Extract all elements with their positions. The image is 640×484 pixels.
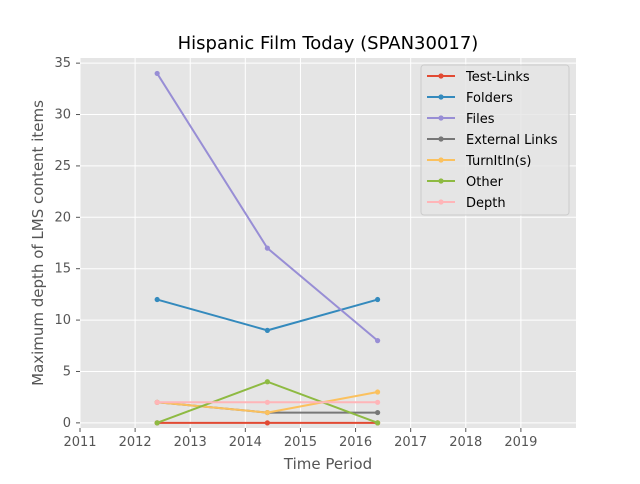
series-files bbox=[154, 70, 381, 344]
x-tick-label: 2012 bbox=[119, 435, 152, 450]
y-tick-label: 15 bbox=[54, 262, 71, 277]
legend-marker bbox=[438, 199, 444, 205]
y-tick-label: 20 bbox=[54, 210, 71, 225]
legend-marker bbox=[438, 157, 444, 163]
data-point-other bbox=[154, 420, 160, 426]
data-point-files bbox=[375, 338, 381, 344]
data-point-folders bbox=[154, 296, 160, 303]
legend-label: Depth bbox=[466, 196, 506, 211]
legend-marker bbox=[438, 178, 444, 184]
legend-label: Folders bbox=[466, 91, 513, 106]
legend-marker bbox=[438, 73, 444, 79]
data-point-depth bbox=[375, 399, 381, 405]
data-point-folders bbox=[264, 327, 270, 333]
x-tick-label: 2013 bbox=[174, 435, 207, 450]
y-tick-label: 30 bbox=[54, 108, 71, 123]
legend-label: External Links bbox=[466, 133, 558, 148]
legend-item-test-links: Test-Links bbox=[427, 70, 530, 85]
data-point-other bbox=[375, 420, 381, 426]
y-tick-label: 10 bbox=[54, 313, 71, 328]
data-point-other bbox=[264, 379, 270, 385]
x-tick-label: 2018 bbox=[449, 435, 482, 450]
data-point-turnitin-s bbox=[264, 409, 270, 416]
legend-item-other: Other bbox=[427, 175, 504, 190]
y-tick-label: 25 bbox=[54, 159, 71, 174]
data-point-external-links bbox=[375, 409, 381, 416]
legend-item-folders: Folders bbox=[427, 91, 513, 106]
series-layer bbox=[154, 70, 381, 426]
x-tick-label: 2015 bbox=[284, 435, 317, 450]
legend-label: TurnItIn(s) bbox=[465, 154, 531, 169]
legend-item-depth: Depth bbox=[427, 196, 506, 211]
legend-label: Other bbox=[466, 175, 504, 190]
y-axis-ticks: 0 5 10 15 20 25 30 35 bbox=[54, 56, 80, 431]
data-point-test-links bbox=[264, 420, 270, 426]
legend-box bbox=[420, 64, 570, 216]
x-axis-ticks: 2011 2012 2013 2014 2015 2016 2017 2018 2019 bbox=[63, 428, 537, 450]
x-axis-label: Time Period bbox=[283, 455, 372, 473]
legend: Test-Links Folders Files External Links Turn… bbox=[420, 64, 570, 216]
data-point-depth bbox=[264, 399, 270, 405]
y-tick-label: 0 bbox=[63, 416, 71, 431]
legend-item-turnitin-s: TurnItIn(s) bbox=[427, 154, 531, 169]
y-tick-label: 5 bbox=[63, 364, 71, 379]
data-point-depth bbox=[154, 399, 160, 405]
data-point-folders bbox=[375, 296, 381, 303]
data-point-files bbox=[264, 245, 270, 251]
legend-item-files: Files bbox=[427, 112, 495, 127]
y-axis-label: Maximum depth of LMS content items bbox=[29, 100, 47, 386]
legend-item-external-links: External Links bbox=[427, 133, 558, 148]
legend-label: Files bbox=[466, 112, 495, 127]
y-tick-label: 35 bbox=[54, 56, 71, 71]
legend-marker bbox=[438, 94, 444, 100]
series-depth bbox=[154, 399, 381, 405]
legend-marker bbox=[438, 115, 444, 121]
data-point-turnitin-s bbox=[375, 389, 381, 395]
x-tick-label: 2016 bbox=[339, 435, 372, 450]
data-point-files bbox=[154, 70, 160, 77]
x-tick-label: 2014 bbox=[229, 435, 262, 450]
x-tick-label: 2019 bbox=[504, 435, 537, 450]
x-tick-label: 2011 bbox=[63, 435, 96, 450]
series-other bbox=[154, 379, 381, 426]
legend-label: Test-Links bbox=[465, 70, 530, 85]
chart-title: Hispanic Film Today (SPAN30017) bbox=[178, 33, 479, 54]
legend-marker bbox=[438, 136, 444, 142]
x-tick-label: 2017 bbox=[394, 435, 427, 450]
